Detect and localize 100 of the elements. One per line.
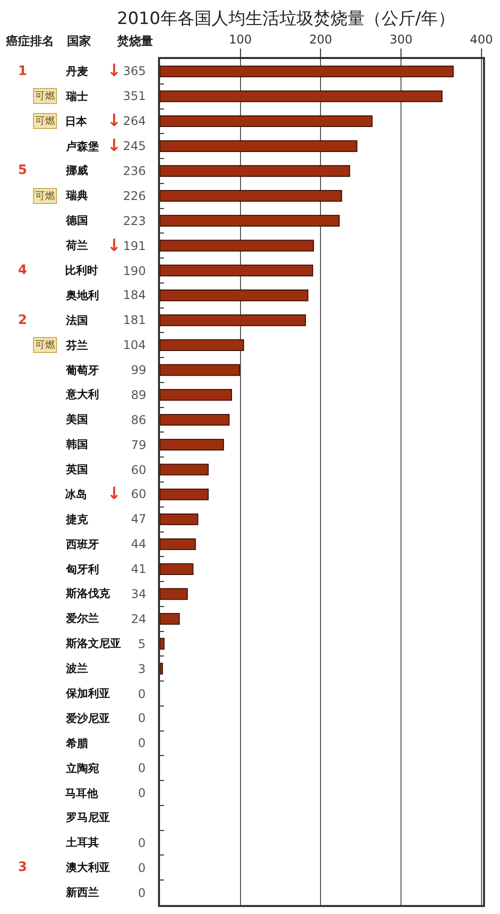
x-tick-label: 400 [470, 32, 493, 46]
y-tick-label: 美国 [65, 413, 88, 426]
y-tick-label: 丹麦 [65, 65, 88, 78]
x-tick-label: 300 [390, 32, 412, 46]
data-label: 104 [123, 338, 146, 352]
bar [160, 588, 188, 600]
data-label: 41 [131, 562, 146, 576]
text: 可燃 [35, 339, 55, 351]
bar [160, 513, 198, 526]
text: ↓ [107, 111, 122, 131]
bar [160, 563, 194, 575]
text: 2 [18, 313, 28, 328]
y-tick-label: 爱沙尼亚 [65, 712, 110, 725]
text: 可燃 [35, 190, 55, 202]
y-tick-label: 斯洛文尼亚 [65, 637, 121, 650]
bar [160, 364, 240, 376]
text: 癌症排名 [5, 34, 54, 48]
bar [160, 613, 180, 625]
data-label: 226 [123, 189, 146, 203]
text: 焚烧量 [116, 34, 153, 48]
text: ↓ [107, 136, 122, 156]
data-label: 0 [138, 836, 146, 850]
y-tick-label: 奥地利 [65, 289, 99, 302]
y-tick-label: 挪威 [65, 164, 88, 177]
data-label: 190 [123, 264, 146, 278]
bar [160, 438, 224, 451]
y-tick-label: 卢森堡 [65, 140, 99, 153]
y-tick-label: 荷兰 [65, 239, 88, 252]
data-label: 89 [131, 388, 146, 402]
y-tick-label: 英国 [65, 463, 88, 476]
y-tick-label: 爱尔兰 [65, 612, 99, 625]
bar [160, 290, 308, 302]
data-label: 5 [138, 637, 146, 651]
y-tick-label: 日本 [65, 115, 88, 128]
text: 4 [18, 263, 28, 278]
y-tick-label: 澳大利亚 [65, 861, 110, 874]
data-label: 79 [131, 438, 146, 452]
y-tick-label: 瑞士 [65, 90, 88, 103]
data-label: 24 [131, 612, 146, 626]
x-tick-label: 100 [228, 32, 252, 46]
y-tick-label: 匈牙利 [65, 563, 99, 576]
data-label: 264 [123, 114, 146, 128]
data-label: 236 [123, 164, 146, 178]
y-tick-label: 西班牙 [65, 538, 99, 551]
x-tick-label: 200 [309, 32, 332, 46]
y-tick-label: 芬兰 [65, 339, 88, 352]
y-tick-label: 希腊 [65, 737, 88, 750]
bar [160, 264, 314, 276]
data-label: 86 [131, 413, 146, 427]
text: 1 [18, 64, 28, 79]
bar [160, 240, 314, 252]
y-tick-label: 土耳其 [65, 836, 99, 849]
data-label: 0 [138, 711, 146, 725]
text: 可燃 [35, 115, 55, 127]
chart-title: 2010年各国人均生活垃圾焚烧量（公斤/年） [117, 8, 455, 29]
data-label: 47 [131, 512, 146, 526]
text: ↓ [107, 484, 122, 504]
data-label: 0 [138, 861, 146, 875]
text: 国家 [67, 34, 91, 48]
bar [160, 389, 232, 401]
bar [160, 339, 244, 351]
data-label: 0 [138, 761, 146, 775]
bar [160, 214, 340, 227]
bar [160, 662, 163, 674]
y-tick-label: 韩国 [65, 438, 88, 451]
text: 可燃 [35, 90, 55, 102]
bar [160, 165, 350, 177]
data-label: 60 [131, 463, 146, 477]
data-label: 34 [131, 587, 146, 601]
y-tick-label: 德国 [65, 214, 88, 227]
text: 5 [18, 163, 28, 178]
data-label: 44 [131, 537, 146, 551]
bar [160, 90, 443, 102]
text: 3 [18, 860, 28, 875]
y-tick-label: 立陶宛 [65, 762, 99, 775]
data-label: 60 [131, 487, 146, 501]
y-tick-label: 法国 [65, 314, 88, 327]
y-tick-label: 葡萄牙 [65, 364, 99, 377]
y-tick-label: 瑞典 [65, 189, 88, 202]
y-tick-label: 罗马尼亚 [65, 811, 110, 824]
bar [160, 638, 165, 650]
data-label: 99 [131, 363, 146, 377]
bar [160, 140, 358, 152]
bar [160, 314, 306, 326]
y-tick-label: 比利时 [65, 264, 98, 277]
y-tick-label: 新西兰 [65, 886, 99, 899]
y-tick-label: 马耳他 [65, 787, 99, 800]
bar [160, 538, 196, 550]
text: ↓ [107, 236, 122, 256]
data-label: 0 [138, 687, 146, 701]
data-label: 365 [123, 64, 146, 78]
bar [160, 190, 342, 202]
data-label: 191 [123, 239, 146, 253]
y-tick-label: 斯洛伐克 [65, 587, 111, 600]
y-tick-label: 意大利 [65, 388, 99, 401]
y-tick-label: 波兰 [65, 662, 88, 675]
bar [160, 464, 209, 476]
bar [160, 414, 230, 426]
y-tick-label: 捷克 [65, 513, 89, 526]
data-label: 351 [123, 89, 146, 103]
